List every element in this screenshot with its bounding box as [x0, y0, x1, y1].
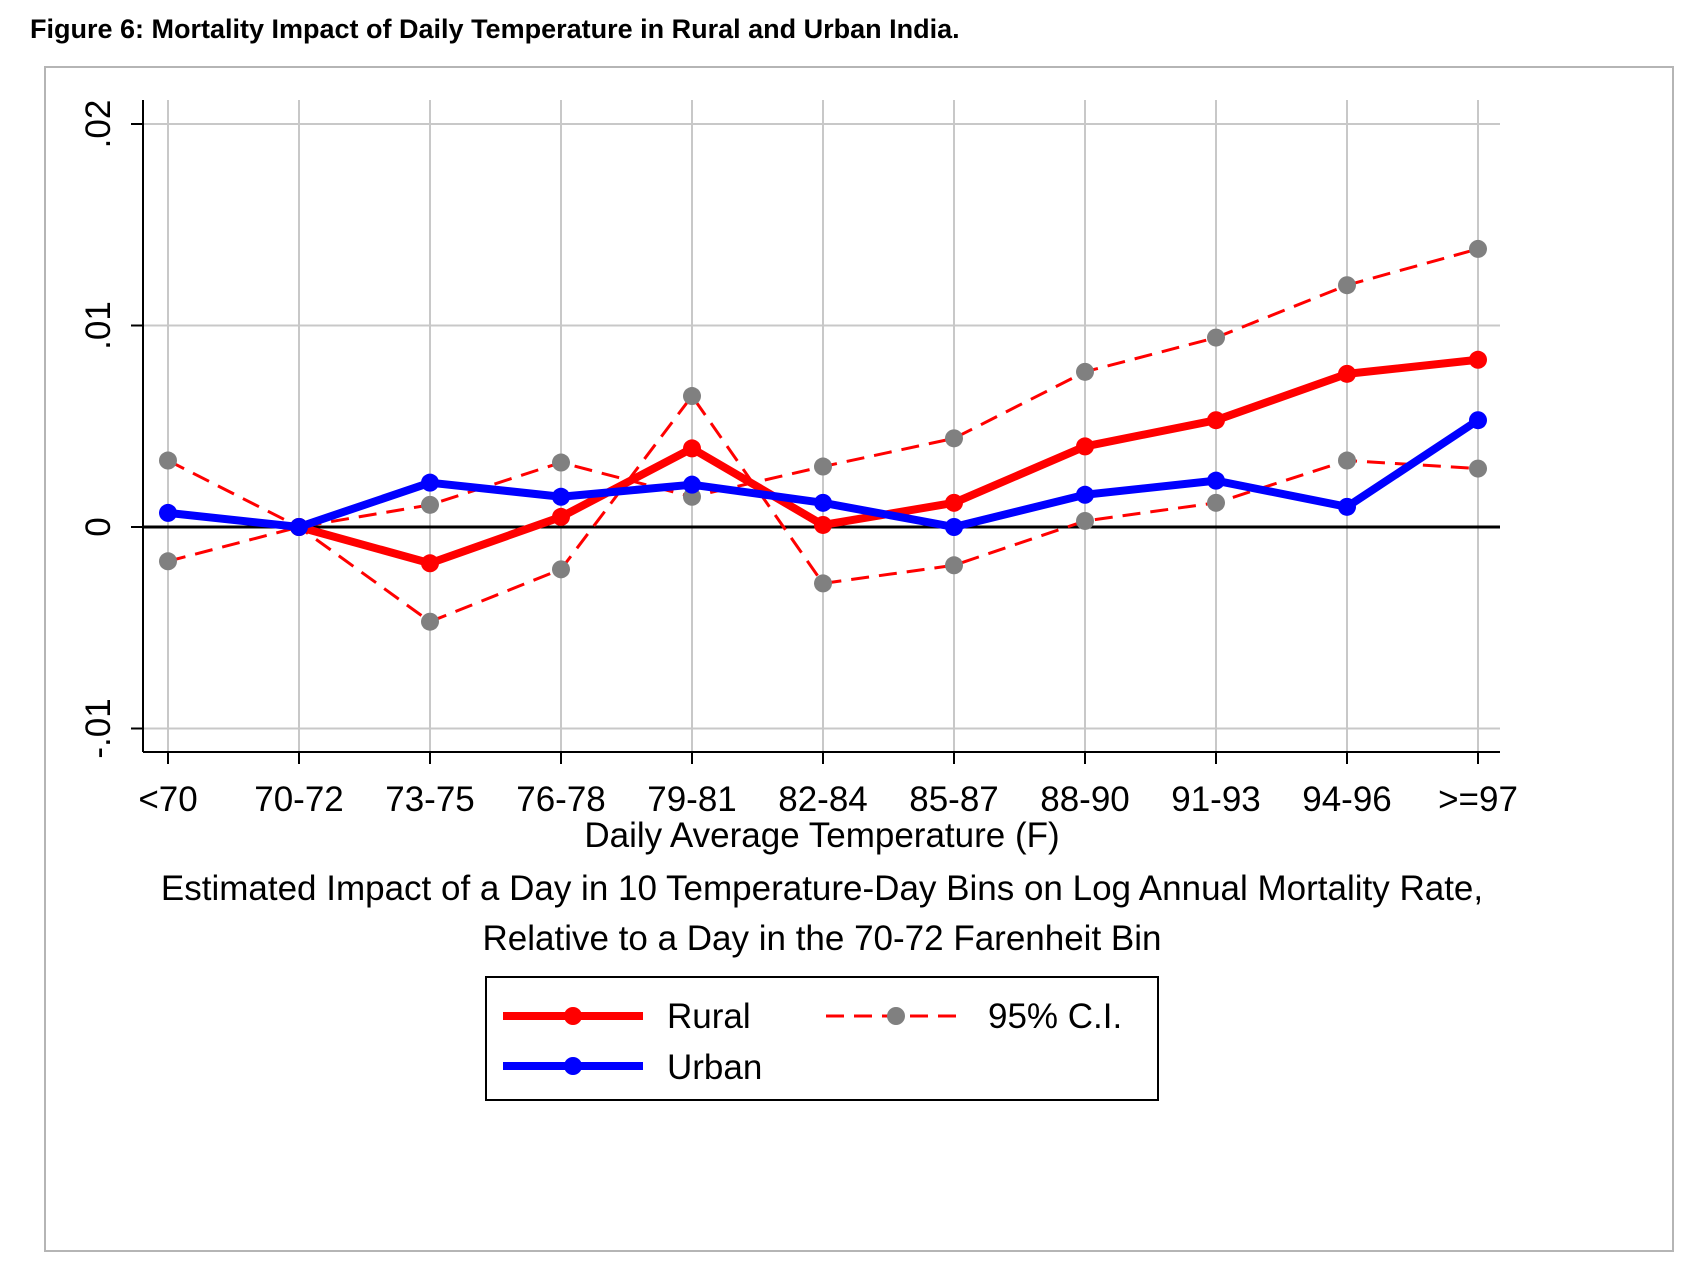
data-point [1207, 328, 1225, 347]
data-point [1207, 493, 1225, 512]
data-point [814, 493, 832, 512]
data-point [159, 451, 177, 470]
series-95-c-i--3 [159, 239, 1487, 571]
legend-swatch-marker [564, 1057, 582, 1075]
data-point [945, 518, 963, 536]
data-point [814, 457, 832, 476]
data-point [683, 475, 701, 494]
legend-swatch-marker [887, 1007, 905, 1025]
legend-label: Rural [667, 997, 751, 1036]
data-point [1469, 411, 1487, 430]
x-tick-label: >=97 [1438, 780, 1518, 819]
x-tick-label: 82-84 [778, 780, 868, 819]
data-point [159, 552, 177, 571]
data-point [159, 503, 177, 522]
data-point [1076, 362, 1094, 381]
x-tick-label: 73-75 [385, 780, 475, 819]
data-point [1469, 350, 1487, 369]
data-point [1076, 485, 1094, 504]
gridlines [143, 100, 1500, 752]
data-point [552, 507, 570, 526]
figure-title: Figure 6: Mortality Impact of Daily Temp… [30, 14, 960, 44]
data-point [945, 556, 963, 575]
data-point [421, 495, 439, 514]
data-point [1338, 276, 1356, 295]
data-point [552, 453, 570, 472]
subtitle-line-2: Relative to a Day in the 70-72 Farenheit… [483, 919, 1162, 958]
data-point [1076, 437, 1094, 456]
x-tick-label: 79-81 [647, 780, 737, 819]
data-point [1338, 364, 1356, 383]
series-layer [159, 239, 1487, 631]
y-tick-label: 0 [79, 517, 118, 536]
y-tick-label: .01 [79, 301, 118, 350]
data-point [683, 387, 701, 406]
data-point [1207, 471, 1225, 490]
x-tick-label: 91-93 [1171, 780, 1261, 819]
data-point [1469, 459, 1487, 478]
axes: <70 70-72 73-75 76-78 79-81 82-84 85-87 88-90 91… [79, 100, 1518, 819]
legend: Rural Urban 95% C.I. [485, 976, 1159, 1101]
legend-label: 95% C.I. [988, 997, 1122, 1036]
x-tick-label: 70-72 [254, 780, 344, 819]
chart-frame [44, 66, 1674, 1252]
x-tick-label: 94-96 [1302, 780, 1392, 819]
data-point [1076, 511, 1094, 530]
x-tick-label: 76-78 [516, 780, 606, 819]
x-tick-label: 85-87 [909, 780, 999, 819]
data-point [552, 560, 570, 579]
x-tick-label: <70 [138, 780, 197, 819]
series-line [297, 355, 1479, 568]
legend-item: 95% C.I. [826, 997, 1122, 1036]
data-point [1338, 451, 1356, 470]
data-point [1469, 239, 1487, 258]
x-tick-label: 88-90 [1040, 780, 1130, 819]
data-point [552, 487, 570, 506]
legend-swatch-marker [564, 1007, 582, 1025]
series-urban-1 [159, 411, 1487, 536]
data-point [945, 429, 963, 448]
data-point [683, 439, 701, 458]
legend-box [485, 976, 1159, 1101]
data-point [290, 518, 308, 536]
legend-item: Urban [503, 1048, 762, 1087]
data-point [1207, 411, 1225, 430]
subtitle-line-1: Estimated Impact of a Day in 10 Temperat… [161, 869, 1483, 908]
x-axis-label: Daily Average Temperature (F) [584, 816, 1059, 855]
data-point [814, 515, 832, 534]
data-point [421, 612, 439, 631]
legend-label: Urban [667, 1048, 762, 1087]
data-point [1338, 497, 1356, 516]
series-rural-0 [290, 350, 1487, 573]
axis-labels: Daily Average Temperature (F) Estimated … [161, 816, 1483, 958]
data-point [421, 554, 439, 573]
data-point [945, 493, 963, 512]
legend-item: Rural [503, 997, 751, 1036]
data-point [421, 473, 439, 492]
data-point [814, 574, 832, 593]
y-tick-label: .02 [79, 100, 118, 149]
y-tick-label: -.01 [79, 698, 118, 758]
